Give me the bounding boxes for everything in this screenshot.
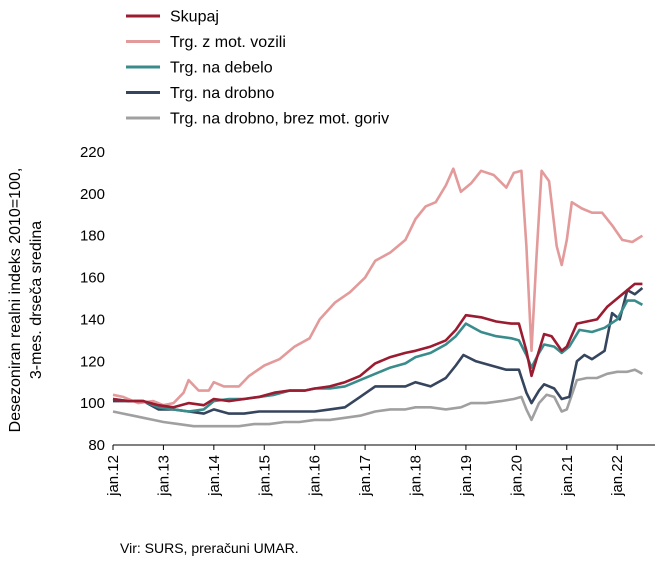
x-tick-label: jan.16 xyxy=(307,455,324,497)
legend-label: Trg. na drobno xyxy=(170,85,274,102)
x-axis: jan.12 jan.13 jan.14 jan.15 jan.16 jan.17 jan.… xyxy=(105,444,655,497)
x-tick-label: jan.12 xyxy=(105,455,122,497)
x-tick-label: jan.15 xyxy=(256,455,273,497)
x-tick-label: jan.17 xyxy=(357,455,374,497)
series-line-3 xyxy=(113,286,644,415)
y-axis-title: Desezoniran realni indeks 2010=100, 3-mes… xyxy=(7,168,45,433)
x-tick-label: jan.20 xyxy=(508,455,525,497)
x-tick-label: jan.18 xyxy=(408,455,425,497)
legend-label: Trg. z mot. vozili xyxy=(170,34,286,51)
x-tick-label: jan.19 xyxy=(458,455,475,497)
series-line-2 xyxy=(112,299,644,413)
series-line-4 xyxy=(112,368,644,428)
legend-label: Trg. na debelo xyxy=(170,60,273,77)
x-tick-label: jan.21 xyxy=(559,455,576,497)
y-tick-label: 200 xyxy=(80,186,105,203)
y-tick-label: 120 xyxy=(80,353,105,370)
series-line-0 xyxy=(112,282,643,409)
series-lines xyxy=(112,167,644,428)
source-note: Vir: SURS, preračuni UMAR. xyxy=(120,540,299,556)
y-tick-label: 80 xyxy=(88,437,105,454)
x-tick-label: jan.14 xyxy=(206,455,223,497)
y-tick-label: 220 xyxy=(80,144,105,161)
legend: Skupaj Trg. z mot. vozili Trg. na debelo Tr… xyxy=(126,9,389,128)
legend-label: Trg. na drobno, brez mot. goriv xyxy=(170,111,389,128)
y-tick-label: 140 xyxy=(80,311,105,328)
y-axis: 80 100 120 140 160 180 200 220 xyxy=(80,144,105,454)
y-tick-label: 180 xyxy=(80,228,105,245)
x-tick-label: jan.22 xyxy=(609,455,626,497)
legend-label: Skupaj xyxy=(170,9,219,26)
series-line-1 xyxy=(112,167,644,407)
y-tick-label: 100 xyxy=(80,395,105,412)
y-tick-label: 160 xyxy=(80,270,105,287)
y-axis-title-line: Desezoniran realni indeks 2010=100, xyxy=(7,168,24,433)
x-tick-label: jan.13 xyxy=(155,455,172,497)
y-axis-title-line: 3-mes. drseča sredina xyxy=(28,221,45,379)
